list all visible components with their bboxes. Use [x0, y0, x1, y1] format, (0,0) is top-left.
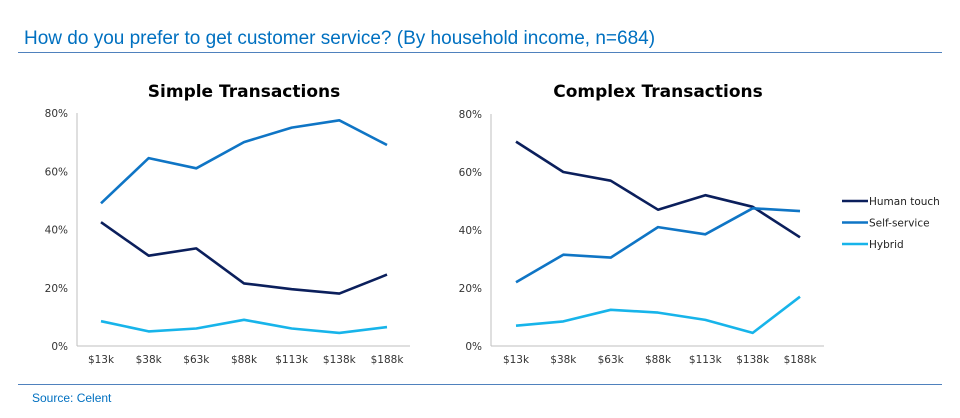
- legend-label: Hybrid: [869, 239, 904, 251]
- x-tick-label: $63k: [598, 354, 625, 366]
- x-tick-label: $113k: [275, 354, 309, 366]
- chart-complex-transactions: Complex Transactions 0% 20% 40% 60% 80% $13k $…: [459, 82, 824, 366]
- x-tick-label: $188k: [784, 354, 818, 366]
- y-tick-label: 80%: [45, 108, 68, 120]
- chart-title: Simple Transactions: [148, 82, 340, 102]
- x-tick-label: $38k: [136, 354, 163, 366]
- page-title: How do you prefer to get customer servic…: [24, 28, 656, 49]
- y-tick-label: 40%: [459, 225, 482, 237]
- legend-label: Self-service: [869, 218, 930, 230]
- x-tick-label: $88k: [231, 354, 258, 366]
- series-line-self-service: [100, 119, 388, 205]
- legend: Human touch Self-service Hybrid: [842, 196, 940, 251]
- y-tick-label: 0%: [465, 341, 482, 353]
- title-divider: [18, 52, 942, 53]
- source-divider: [18, 384, 942, 385]
- legend-item: Self-service: [842, 218, 930, 230]
- y-tick-label: 0%: [51, 341, 68, 353]
- chart-title: Complex Transactions: [553, 82, 763, 102]
- x-tick-label: $13k: [88, 354, 115, 366]
- series-line-hybrid: [515, 295, 801, 335]
- x-tick-label: $138k: [323, 354, 357, 366]
- series-line-self-service: [515, 207, 801, 284]
- y-tick-label: 20%: [45, 283, 68, 295]
- y-tick-label: 20%: [459, 283, 482, 295]
- x-tick-label: $88k: [645, 354, 672, 366]
- x-tick-label: $38k: [550, 354, 577, 366]
- legend-item: Hybrid: [842, 239, 904, 251]
- x-tick-label: $113k: [689, 354, 723, 366]
- legend-item: Human touch: [842, 196, 940, 208]
- x-tick-label: $63k: [183, 354, 210, 366]
- series-line-human-touch: [515, 140, 801, 239]
- y-tick-label: 60%: [45, 166, 68, 178]
- source-note: Source: Celent: [32, 391, 112, 405]
- y-tick-label: 60%: [459, 167, 482, 179]
- legend-label: Human touch: [869, 196, 940, 208]
- chart-simple-transactions: Simple Transactions 0% 20% 40% 60% 80% $13k $3…: [45, 82, 410, 366]
- x-tick-label: $13k: [503, 354, 530, 366]
- series-line-human-touch: [100, 221, 388, 295]
- x-tick-label: $138k: [736, 354, 770, 366]
- series-line-hybrid: [100, 318, 388, 335]
- x-tick-label: $188k: [371, 354, 405, 366]
- y-tick-label: 80%: [459, 109, 482, 121]
- y-tick-label: 40%: [45, 225, 68, 237]
